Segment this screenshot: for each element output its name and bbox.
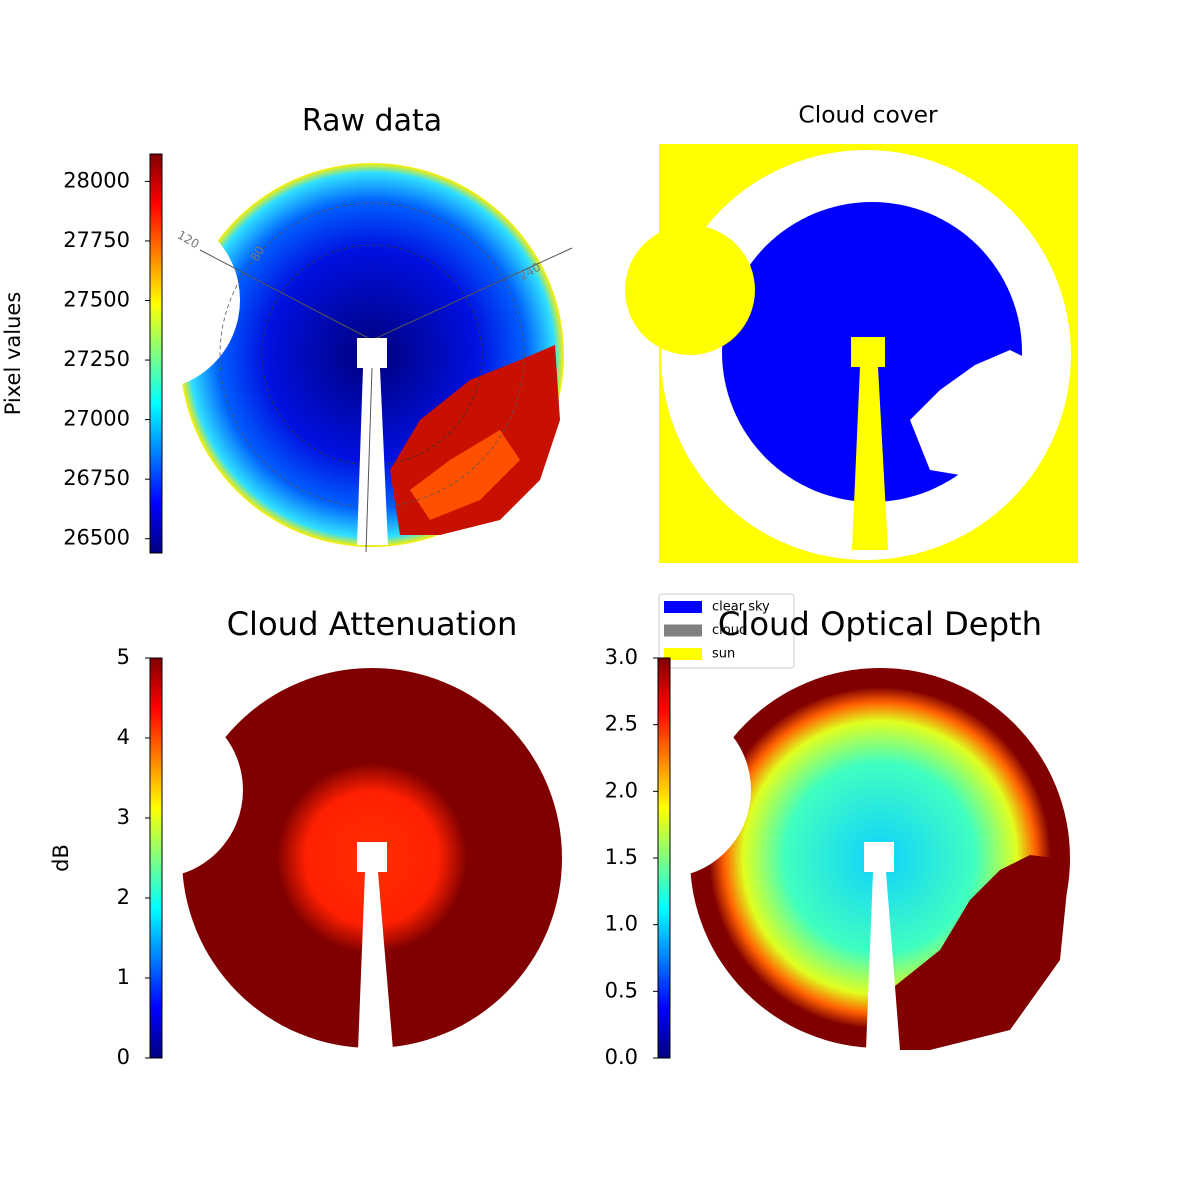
legend-label: sun: [712, 647, 735, 662]
colorbar-tick-label: 28000: [63, 168, 130, 192]
panel-title: Cloud cover: [798, 101, 938, 129]
colorbar-tick-label: 26750: [63, 466, 130, 490]
legend-swatch: [664, 624, 702, 637]
colorbar-tick-label: 2: [117, 885, 130, 909]
colorbar-tick-label: 0.5: [605, 978, 638, 1002]
colorbar: [657, 657, 671, 1059]
colorbar-tick-label: 4: [117, 725, 130, 749]
colorbar: [149, 153, 163, 554]
panel-title: Cloud Attenuation: [227, 605, 518, 643]
mask: [864, 842, 900, 1050]
sun-region: [625, 225, 755, 355]
colorbar-tick-label: 27000: [63, 407, 130, 431]
white-region: [910, 350, 1030, 480]
colorbar-tick-label: 27750: [63, 228, 130, 252]
legend-label: clear sky: [712, 600, 770, 615]
polar-grid: [261, 244, 483, 466]
colorbar-label: dB: [49, 844, 73, 872]
legend-swatch: [664, 601, 702, 613]
colorbar-tick-label: 0: [117, 1045, 130, 1069]
cloud-region: [410, 430, 520, 520]
colorbar-tick-label: 27250: [63, 347, 130, 371]
panel-title: Cloud Optical Depth: [718, 605, 1042, 643]
colorbar-tick-label: 5: [117, 645, 130, 669]
polar-label: 80: [248, 244, 268, 264]
colorbar-label: Pixel values: [1, 292, 25, 416]
mask: [357, 842, 393, 1050]
colorbar-tick-label: 1.5: [605, 845, 638, 869]
colorbar-tick-label: 3: [117, 805, 130, 829]
colorbar-tick-label: 0.0: [605, 1045, 638, 1069]
colorbar-tick-label: 2.5: [605, 712, 638, 736]
polar-grid: [199, 249, 373, 341]
colorbar-tick-label: 27500: [63, 287, 130, 311]
legend-swatch: [664, 648, 702, 660]
polar-grid: [365, 367, 373, 553]
mask: [357, 338, 388, 545]
colorbar-tick-label: 2.0: [605, 778, 638, 802]
polar-grid: [371, 247, 573, 341]
panel-title: Raw data: [302, 104, 442, 139]
colorbar-tick-label: 3.0: [605, 645, 638, 669]
colorbar: [149, 657, 163, 1059]
colorbar-tick-label: 1: [117, 965, 130, 989]
cloud-region: [890, 855, 1070, 1050]
colorbar-tick-label: 1.0: [605, 912, 638, 936]
sun-region: [851, 337, 888, 550]
legend-label: cloud: [712, 623, 747, 638]
colorbar-tick-label: 26500: [63, 526, 130, 550]
